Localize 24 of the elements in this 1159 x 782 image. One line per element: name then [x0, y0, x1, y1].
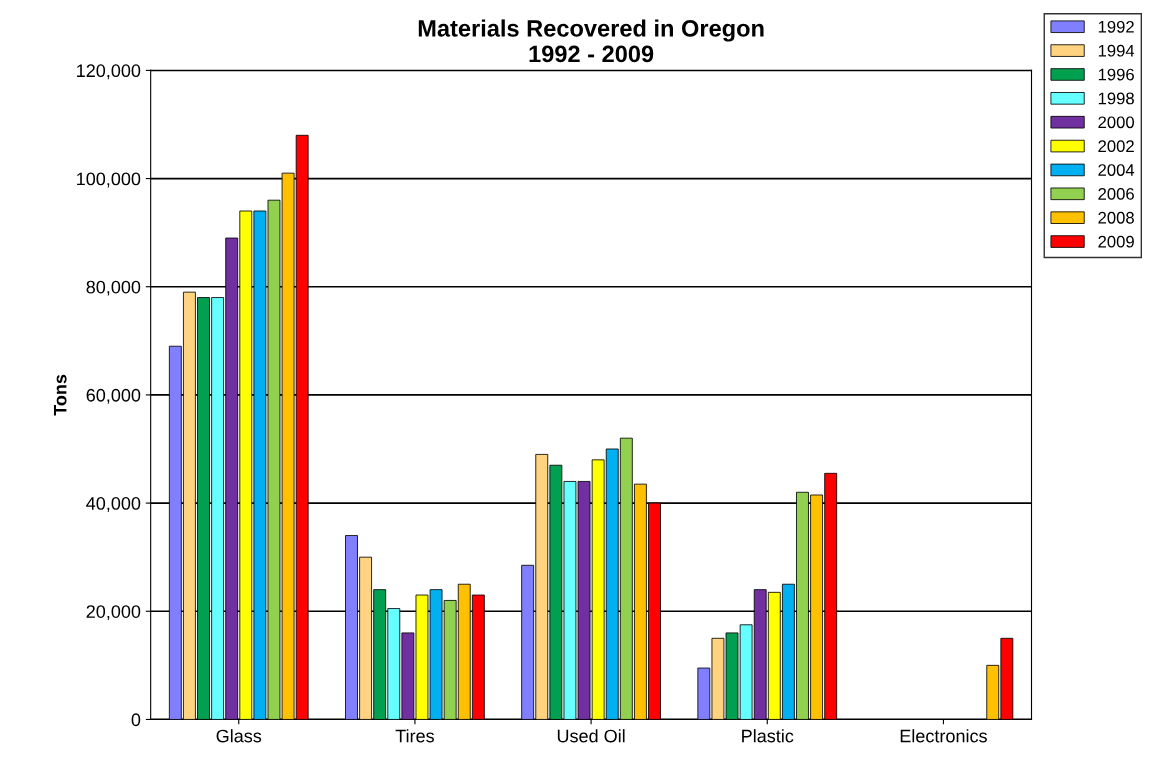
legend-label: 2009: [1098, 235, 1134, 248]
legend-label: 2002: [1098, 140, 1134, 153]
y-tick-label: 60,000: [86, 388, 141, 404]
x-tick-label: Plastic: [742, 729, 794, 743]
x-tick-label: Electronics: [900, 729, 987, 743]
y-tick-label: 100,000: [77, 172, 141, 188]
legend-label: 1992: [1098, 20, 1134, 33]
chart-title: Materials Recovered in Oregon 1992 - 2009: [418, 19, 764, 63]
y-tick-label: 20,000: [86, 605, 141, 621]
legend-label: 2004: [1098, 164, 1135, 176]
y-tick-label: 80,000: [86, 280, 141, 296]
y-axis-title: Tons: [53, 374, 67, 416]
legend-label: 2000: [1098, 116, 1135, 129]
legend-label: 2008: [1098, 211, 1134, 224]
legend-label: 1996: [1098, 68, 1134, 81]
x-tick-label: Glass: [216, 729, 262, 743]
legend-label: 1998: [1098, 92, 1134, 105]
y-tick-label: 40,000: [86, 497, 141, 512]
y-tick-label: 0: [131, 713, 141, 727]
y-tick-label: 120,000: [77, 64, 141, 80]
x-tick-label: Used Oil: [557, 729, 625, 743]
legend-label: 2006: [1098, 188, 1134, 200]
x-tick-label: Tires: [395, 729, 434, 743]
legend-label: 1994: [1098, 44, 1135, 57]
